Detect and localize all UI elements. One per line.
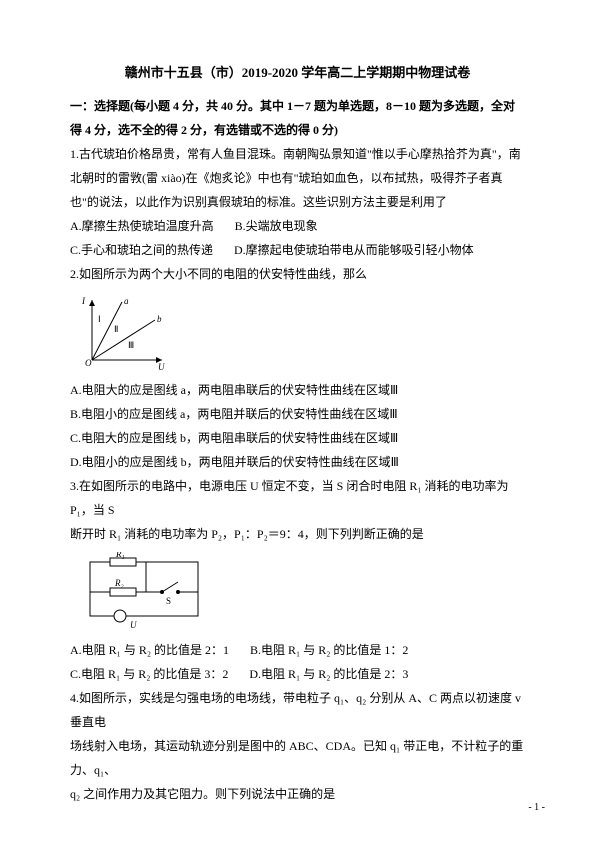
q2-option-c: C.电阻大的应是图线 b，两电阻串联后的伏安特性曲线在区域Ⅲ	[70, 426, 525, 450]
voltage-label: U	[130, 620, 137, 630]
q3-stem-line2: 断开时 R₁ 消耗的电功率为 P₂，P₁：P₂＝9：4，则下列判断正确的是	[70, 522, 525, 546]
q2-stem: 2.如图所示为两个大小不同的电阻的伏安特性曲线，那么	[70, 262, 525, 286]
q3-option-c: C.电阻 R₁ 与 R₂ 的比值是 3：2	[70, 662, 228, 686]
region-3-label: Ⅲ	[128, 340, 134, 350]
q4-stem-line1: 4.如图所示，实线是匀强电场的电场线，带电粒子 q₁、q₂ 分别从 A、C 两点…	[70, 686, 525, 734]
q1-options-row1: A.摩擦生热使琥珀温度升高 B.尖端放电现象	[70, 214, 525, 238]
x-axis-label: U	[158, 362, 165, 372]
line-a-label: a	[124, 296, 129, 306]
switch-label: S	[166, 596, 171, 606]
q1-option-c: C.手心和琥珀之间的热传递	[70, 238, 213, 262]
q1-option-d: D.摩擦起电使琥珀带电从而能够吸引轻小物体	[234, 238, 474, 262]
line-b-label: b	[157, 314, 162, 324]
q2-option-a: A.电阻大的应是图线 a，两电阻串联后的伏安特性曲线在区域Ⅲ	[70, 378, 525, 402]
q4-stem-line3: q₂ 之间作用力及其它阻力。则下列说法中正确的是	[70, 782, 525, 806]
q3-option-a: A.电阻 R₁ 与 R₂ 的比值是 2：1	[70, 638, 229, 662]
q1-options-row2: C.手心和琥珀之间的热传递 D.摩擦起电使琥珀带电从而能够吸引轻小物体	[70, 238, 525, 262]
region-2-label: Ⅱ	[114, 324, 118, 334]
q3-option-b: B.电阻 R₁ 与 R₂ 的比值是 1：2	[250, 638, 408, 662]
q1-option-b: B.尖端放电现象	[235, 214, 318, 238]
q3-option-d: D.电阻 R₁ 与 R₂ 的比值是 2：3	[249, 662, 408, 686]
q1-option-a: A.摩擦生热使琥珀温度升高	[70, 214, 214, 238]
q3-options-row2: C.电阻 R₁ 与 R₂ 的比值是 3：2 D.电阻 R₁ 与 R₂ 的比值是 …	[70, 662, 525, 686]
r2-label: R₂	[114, 578, 124, 588]
q3-stem-line1: 3.在如图所示的电路中，电源电压 U 恒定不变，当 S 闭合时电阻 R₁ 消耗的…	[70, 474, 525, 522]
region-1-label: Ⅰ	[98, 314, 101, 324]
q2-option-d: D.电阻小的应是图线 b，两电阻并联后的伏安特性曲线在区域Ⅲ	[70, 450, 525, 474]
q1-stem: 1.古代琥珀价格昂贵，常有人鱼目混珠。南朝陶弘景知道"惟以手心摩热拾芥为真"，南…	[70, 142, 525, 214]
section-1-header: 一：选择题(每小题 4 分，共 40 分。其中 1－7 题为单选题，8－10 题…	[70, 94, 525, 142]
r1-label: R₁	[115, 552, 125, 559]
q3-options-row1: A.电阻 R₁ 与 R₂ 的比值是 2：1 B.电阻 R₁ 与 R₂ 的比值是 …	[70, 638, 525, 662]
q2-option-b: B.电阻小的应是图线 a，两电阻并联后的伏安特性曲线在区域Ⅲ	[70, 402, 525, 426]
origin-label: O	[85, 358, 92, 368]
page-number: - 1 -	[528, 798, 545, 818]
q3-figure: R₁ R₂ S U	[80, 552, 525, 632]
q4-stem-line2: 场线射入电场，其运动轨迹分别是图中的 ABC、CDA。已知 q₁ 带正电，不计粒…	[70, 734, 525, 782]
q2-figure: O U I a b Ⅰ Ⅱ Ⅲ	[80, 292, 525, 372]
exam-title: 赣州市十五县（市）2019-2020 学年高二上学期期中物理试卷	[70, 60, 525, 86]
y-axis-label: I	[81, 296, 86, 306]
